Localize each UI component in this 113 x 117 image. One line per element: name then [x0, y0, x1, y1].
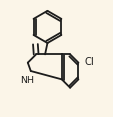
Text: NH: NH [20, 76, 34, 85]
Text: Cl: Cl [84, 57, 94, 67]
